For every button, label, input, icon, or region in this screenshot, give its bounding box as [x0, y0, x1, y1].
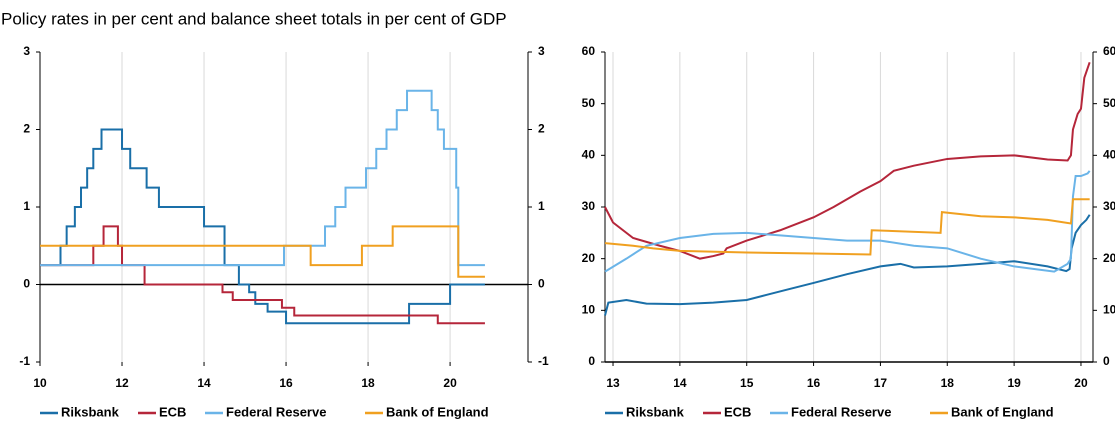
- legend-label: Federal Reserve: [226, 404, 326, 419]
- x-tick-label: 14: [673, 376, 687, 390]
- legend-label: Bank of England: [951, 404, 1054, 419]
- y2-tick-label: -1: [538, 354, 549, 368]
- y2-tick-label: 40: [1103, 148, 1115, 162]
- legend-label: Bank of England: [386, 404, 489, 419]
- series-line: [40, 225, 485, 325]
- y2-tick-label: 30: [1103, 199, 1115, 213]
- x-tick-label: 12: [115, 376, 129, 390]
- y2-tick-label: 1: [538, 199, 545, 213]
- y2-tick-label: 10: [1103, 303, 1115, 317]
- x-tick-label: 19: [1007, 376, 1021, 390]
- y-tick-label: 3: [23, 44, 30, 58]
- series-line: [40, 225, 485, 278]
- legend-label: Federal Reserve: [791, 404, 891, 419]
- y-tick-label: 40: [582, 148, 596, 162]
- series-line: [604, 62, 1091, 260]
- y2-tick-label: 60: [1103, 44, 1115, 58]
- y2-tick-label: 3: [538, 44, 545, 58]
- legend-label: ECB: [724, 404, 751, 419]
- x-tick-label: 17: [874, 376, 888, 390]
- y-tick-label: 0: [23, 277, 30, 291]
- figure-title: Policy rates in per cent and balance she…: [1, 9, 507, 28]
- series-line: [604, 198, 1090, 256]
- x-tick-label: 20: [1074, 376, 1088, 390]
- y-tick-label: 0: [588, 354, 595, 368]
- series-line: [40, 89, 485, 267]
- x-tick-label: 20: [443, 376, 457, 390]
- y-tick-label: 20: [582, 251, 596, 265]
- y2-tick-label: 0: [538, 277, 545, 291]
- x-tick-label: 15: [740, 376, 754, 390]
- x-tick-label: 13: [606, 376, 620, 390]
- y2-tick-label: 50: [1103, 96, 1115, 110]
- x-tick-label: 16: [807, 376, 821, 390]
- y2-tick-label: 0: [1103, 354, 1110, 368]
- y-tick-label: 30: [582, 199, 596, 213]
- y-tick-label: 2: [23, 122, 30, 136]
- x-tick-label: 18: [941, 376, 955, 390]
- y2-tick-label: 20: [1103, 251, 1115, 265]
- y-tick-label: 60: [582, 44, 596, 58]
- y-tick-label: 10: [582, 303, 596, 317]
- series-line: [40, 128, 485, 325]
- y2-tick-label: 2: [538, 122, 545, 136]
- legend-label: Riksbank: [626, 404, 685, 419]
- y-tick-label: 50: [582, 96, 596, 110]
- x-tick-label: 14: [197, 376, 211, 390]
- x-tick-label: 18: [361, 376, 375, 390]
- x-tick-label: 10: [33, 376, 47, 390]
- y-tick-label: -1: [19, 354, 30, 368]
- y-tick-label: 1: [23, 199, 30, 213]
- x-tick-label: 16: [279, 376, 293, 390]
- legend-label: ECB: [159, 404, 186, 419]
- series-line: [604, 214, 1091, 316]
- series-line: [604, 170, 1091, 273]
- legend-label: Riksbank: [61, 404, 120, 419]
